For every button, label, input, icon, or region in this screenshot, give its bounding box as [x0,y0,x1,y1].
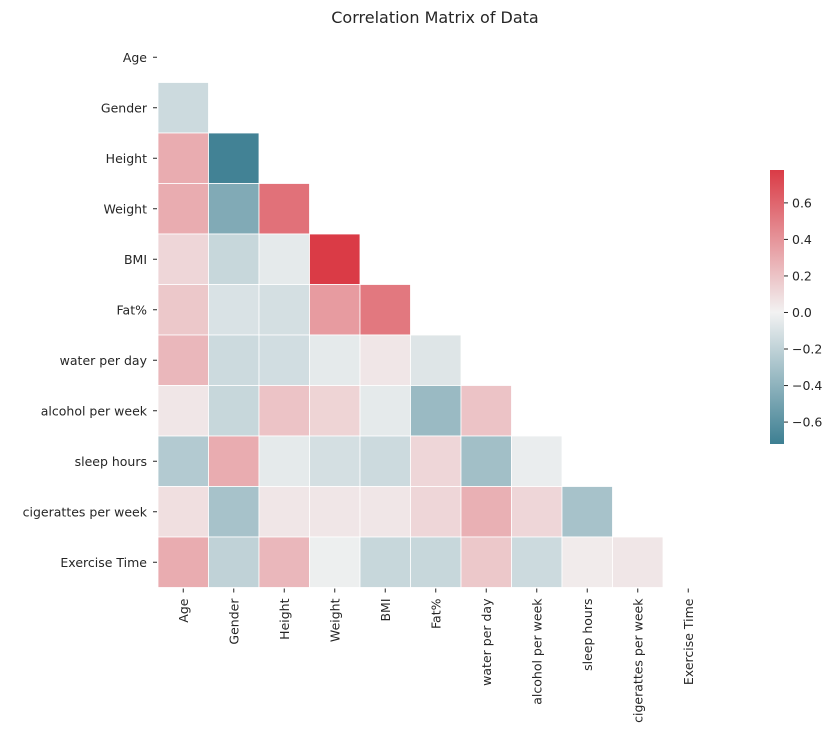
heatmap-cell [511,435,563,487]
heatmap-cell [561,486,613,538]
colorbar-tick-label: −0.4 [792,378,822,393]
heatmap-cell [359,334,411,386]
column-label: Height [277,598,292,639]
colorbar-tick-label: 0.6 [792,195,812,210]
colorbar-gradient [770,170,784,444]
heatmap-cell [208,385,260,437]
heatmap-cell [208,284,260,336]
heatmap-cell [460,385,512,437]
heatmap-cell [208,486,260,538]
row-labels: Age Gender Height Weight BMI Fat% water pe… [23,50,157,570]
row-label: Exercise Time [60,555,147,570]
heatmap-cell [410,536,462,588]
column-labels: Age Gender Height Weight BMI Fat% water per da… [176,588,696,723]
column-label: Exercise Time [681,598,696,685]
row-label: BMI [124,252,147,267]
heatmap-cell [410,435,462,487]
row-label: alcohol per week [41,403,148,418]
row-label: Gender [101,100,148,115]
heatmap-cell [208,132,260,184]
row-label: water per day [60,353,148,368]
column-label: Fat% [428,598,443,629]
heatmap-cell [410,385,462,437]
heatmap-cell [410,334,462,386]
heatmap-cell [309,284,361,336]
row-label: Age [123,50,147,65]
column-label: sleep hours [580,599,595,671]
heatmap-cell [157,284,209,336]
heatmap-cell [157,486,209,538]
heatmap-cell [511,536,563,588]
heatmap-cell [258,334,310,386]
heatmap-cell [359,486,411,538]
colorbar-tick-label: −0.2 [792,342,822,357]
heatmap-cell [612,536,664,588]
heatmap-cell [359,536,411,588]
row-label: sleep hours [75,454,147,469]
colorbar: 0.6 0.4 0.2 0.0 −0.2 −0.4 −0.6 [770,170,822,444]
colorbar-tick-label: 0.2 [792,268,812,283]
heatmap-cell [258,486,310,538]
heatmap-cell [460,486,512,538]
heatmap-cell [157,536,209,588]
row-label: Weight [103,201,147,216]
heatmap-cell [309,536,361,588]
heatmap-cell [410,486,462,538]
chart-title: Correlation Matrix of Data [331,8,538,27]
column-label: water per day [479,598,494,686]
colorbar-tick-label: −0.6 [792,415,822,430]
heatmap-cell [258,233,310,285]
heatmap-cell [258,385,310,437]
heatmap-cell [208,183,260,235]
heatmap-cell [258,536,310,588]
column-label: Weight [327,598,342,642]
heatmap-cell [157,233,209,285]
heatmap-cell [511,486,563,538]
heatmap-cell [359,385,411,437]
column-label: Gender [226,598,241,645]
heatmap-cell [208,536,260,588]
row-label: cigerattes per week [23,504,148,519]
heatmap-cell [309,486,361,538]
heatmap-cell [359,284,411,336]
heatmap-cell [258,183,310,235]
heatmap-cell [309,233,361,285]
heatmap-cell [157,82,209,134]
colorbar-tick-label: 0.0 [792,305,812,320]
heatmap-cell [208,334,260,386]
heatmap-cell [157,385,209,437]
heatmap-cell [258,435,310,487]
heatmap-cell [359,435,411,487]
column-label: BMI [378,599,393,622]
row-label: Fat% [117,302,148,317]
heatmap-cell [258,284,310,336]
heatmap-cell [208,233,260,285]
heatmap-cell [157,435,209,487]
column-label: Age [176,598,191,622]
heatmap-cells [157,82,664,588]
heatmap-cell [309,435,361,487]
heatmap-cell [309,334,361,386]
heatmap-cell [561,536,613,588]
column-label: alcohol per week [529,598,544,705]
heatmap-cell [208,435,260,487]
heatmap-cell [157,183,209,235]
colorbar-tick-label: 0.4 [792,232,812,247]
row-label: Height [106,151,147,166]
heatmap-cell [460,435,512,487]
column-label: cigerattes per week [630,598,645,723]
heatmap-cell [309,385,361,437]
heatmap-cell [460,536,512,588]
heatmap-cell [157,132,209,184]
heatmap-cell [157,334,209,386]
